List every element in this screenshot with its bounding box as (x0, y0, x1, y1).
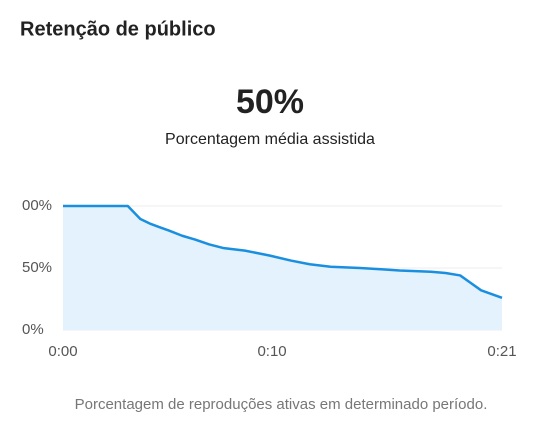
x-tick-label: 0:00 (48, 343, 77, 360)
section-title: Retenção de público (20, 18, 216, 40)
retention-area (63, 206, 502, 330)
retention-line (63, 204, 503, 299)
caption: Porcentagem de reproduções ativas em det… (75, 396, 488, 413)
summary-value: 50% (236, 83, 304, 121)
y-tick-label: 50% (22, 259, 52, 276)
y-tick-label: 00% (22, 197, 52, 214)
x-tick-label: 0:21 (487, 343, 516, 360)
summary-label: Porcentagem média assistida (165, 131, 375, 148)
x-tick-label: 0:10 (257, 343, 286, 360)
y-tick-label: 0% (22, 321, 44, 338)
